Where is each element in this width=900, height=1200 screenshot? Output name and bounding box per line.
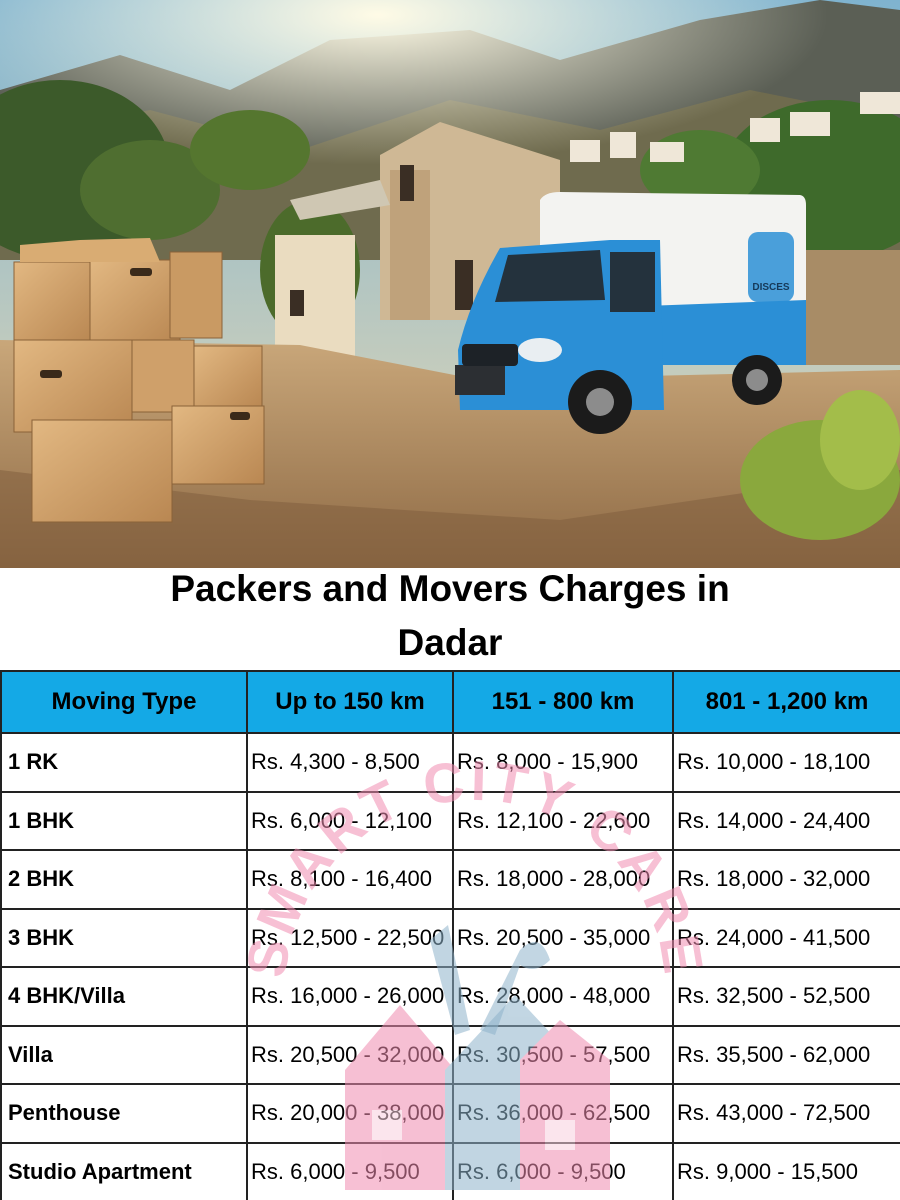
price-cell: Rs. 20,500 - 35,000 [452,907,674,968]
price-cell: Rs. 36,000 - 62,500 [452,1083,674,1144]
cardboard-boxes [13,238,265,523]
price-cell: Rs. 18,000 - 32,000 [672,849,900,910]
header-up-to-150-km: Up to 150 km [246,670,454,734]
title-line-2: Dadar [397,622,503,663]
price-cell: Rs. 14,000 - 24,400 [672,790,900,851]
price-cell: Rs. 12,100 - 22,600 [452,790,674,851]
price-cell: Rs. 8,100 - 16,400 [246,849,454,910]
price-cell: Rs. 20,500 - 32,000 [246,1024,454,1085]
price-cell: Rs. 6,000 - 9,500 [246,1141,454,1200]
table-row: 3 BHK Rs. 12,500 - 22,500 Rs. 20,500 - 3… [0,907,900,968]
price-cell: Rs. 28,000 - 48,000 [452,966,674,1027]
header-moving-type: Moving Type [0,670,248,734]
price-cell: Rs. 9,000 - 15,500 [672,1141,900,1200]
header-151-800-km: 151 - 800 km [452,670,674,734]
page-title: Packers and Movers Charges in Dadar [0,560,900,670]
table-row: 1 BHK Rs. 6,000 - 12,100 Rs. 12,100 - 22… [0,790,900,851]
price-cell: Rs. 35,500 - 62,000 [672,1024,900,1085]
moving-truck: DISCES [455,192,806,434]
price-cell: Rs. 24,000 - 41,500 [672,907,900,968]
price-cell: Rs. 10,000 - 18,100 [672,732,900,793]
moving-type-cell: Villa [0,1024,248,1085]
moving-type-cell: 3 BHK [0,907,248,968]
moving-type-cell: 4 BHK/Villa [0,966,248,1027]
table-row: Penthouse Rs. 20,000 - 38,000 Rs. 36,000… [0,1083,900,1144]
moving-type-cell: 1 RK [0,732,248,793]
hero-image: DISCES [0,0,900,568]
moving-truck-scene: DISCES [0,0,900,568]
price-cell: Rs. 30,500 - 57,500 [452,1024,674,1085]
moving-type-cell: 1 BHK [0,790,248,851]
price-cell: Rs. 6,000 - 9,500 [452,1141,674,1200]
table-row: 1 RK Rs. 4,300 - 8,500 Rs. 8,000 - 15,90… [0,732,900,793]
price-cell: Rs. 20,000 - 38,000 [246,1083,454,1144]
moving-type-cell: 2 BHK [0,849,248,910]
price-cell: Rs. 8,000 - 15,900 [452,732,674,793]
table-row: Villa Rs. 20,500 - 32,000 Rs. 30,500 - 5… [0,1024,900,1085]
charges-table: Moving Type Up to 150 km 151 - 800 km 80… [0,670,900,1200]
price-cell: Rs. 16,000 - 26,000 [246,966,454,1027]
table-row: Studio Apartment Rs. 6,000 - 9,500 Rs. 6… [0,1141,900,1200]
price-cell: Rs. 32,500 - 52,500 [672,966,900,1027]
truck-logo-text: DISCES [752,282,790,293]
moving-type-cell: Studio Apartment [0,1141,248,1200]
moving-type-cell: Penthouse [0,1083,248,1144]
table-header-row: Moving Type Up to 150 km 151 - 800 km 80… [0,670,900,734]
table-row: 4 BHK/Villa Rs. 16,000 - 26,000 Rs. 28,0… [0,966,900,1027]
price-cell: Rs. 6,000 - 12,100 [246,790,454,851]
price-cell: Rs. 43,000 - 72,500 [672,1083,900,1144]
price-cell: Rs. 12,500 - 22,500 [246,907,454,968]
header-801-1200-km: 801 - 1,200 km [672,670,900,734]
title-line-1: Packers and Movers Charges in [170,568,730,609]
price-cell: Rs. 18,000 - 28,000 [452,849,674,910]
table-row: 2 BHK Rs. 8,100 - 16,400 Rs. 18,000 - 28… [0,849,900,910]
price-cell: Rs. 4,300 - 8,500 [246,732,454,793]
